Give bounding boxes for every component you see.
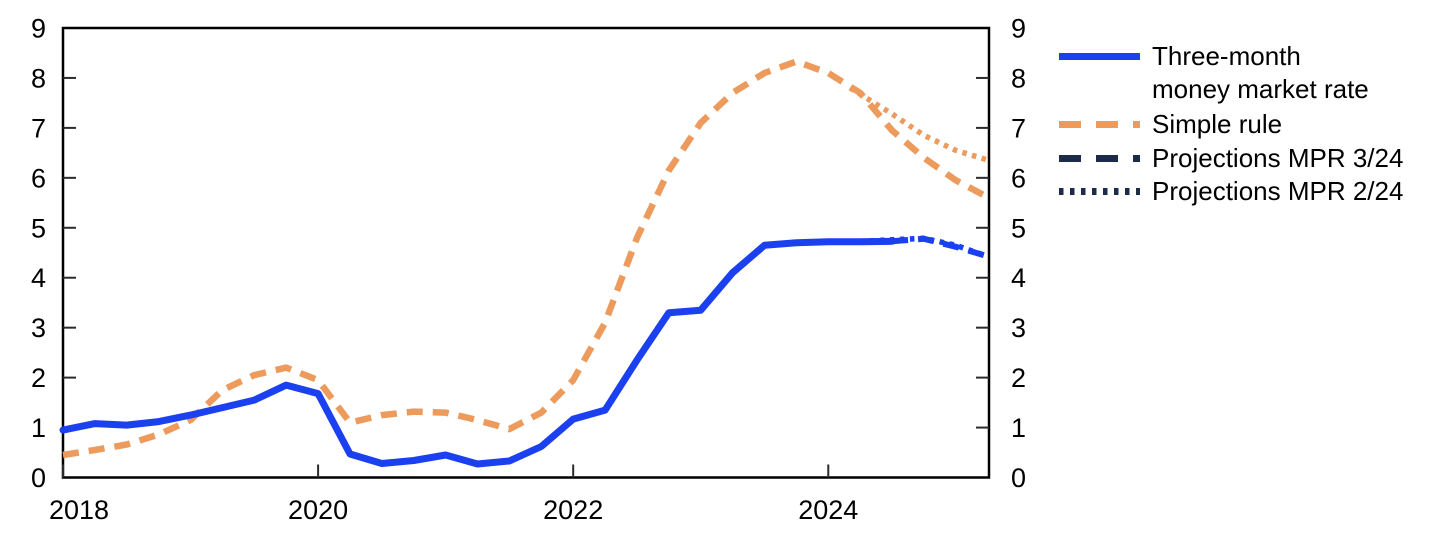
legend-item-money-market-rate: Three-month money market rate bbox=[1056, 40, 1436, 106]
y-axis-tick-label-right: 1 bbox=[1011, 413, 1026, 443]
series-line-dashed-orange bbox=[62, 58, 991, 459]
legend-label-line2: money market rate bbox=[1152, 74, 1369, 104]
legend-line-dashed-navy-icon bbox=[1059, 155, 1140, 162]
y-axis-tick-label-right: 5 bbox=[1011, 213, 1026, 243]
y-axis-tick-label-right: 8 bbox=[1011, 63, 1026, 93]
series-line-dotted-orange bbox=[848, 85, 990, 164]
y-axis-tick-label-left: 3 bbox=[31, 313, 46, 343]
x-axis-tick-label: 2020 bbox=[288, 495, 348, 525]
x-axis-tick-label: 2024 bbox=[798, 495, 858, 525]
y-axis-tick-label-right: 4 bbox=[1011, 263, 1026, 293]
y-axis-tick-label-right: 0 bbox=[1011, 463, 1026, 493]
legend-label: Simple rule bbox=[1152, 108, 1282, 141]
legend-item-projections-mpr-2-24: Projections MPR 2/24 bbox=[1056, 175, 1436, 208]
y-axis-tick-label-left: 4 bbox=[31, 263, 46, 293]
legend-label: Projections MPR 3/24 bbox=[1152, 142, 1403, 175]
y-axis-tick-label-left: 9 bbox=[31, 14, 46, 44]
x-axis-tick-label: 2022 bbox=[543, 495, 603, 525]
y-axis-tick-label-left: 6 bbox=[31, 163, 46, 193]
y-axis-tick-label-right: 6 bbox=[1011, 163, 1026, 193]
legend-item-projections-mpr-3-24: Projections MPR 3/24 bbox=[1056, 142, 1436, 175]
plot-frame bbox=[61, 26, 991, 479]
legend-line-dotted-navy-icon bbox=[1059, 188, 1140, 195]
legend-line-solid-blue-icon bbox=[1059, 53, 1140, 60]
legend-label: Three-month money market rate bbox=[1152, 40, 1369, 106]
y-axis-tick-label-left: 0 bbox=[31, 463, 46, 493]
x-axis-tick-label: 2018 bbox=[49, 495, 109, 525]
y-axis-tick-label-right: 7 bbox=[1011, 113, 1026, 143]
y-axis-tick-label-right: 3 bbox=[1011, 313, 1026, 343]
y-axis-tick-label-left: 5 bbox=[31, 213, 46, 243]
legend-label: Projections MPR 2/24 bbox=[1152, 175, 1403, 208]
legend-label-line1: Projections MPR 2/24 bbox=[1152, 176, 1404, 206]
series-line-solid-blue bbox=[59, 237, 896, 468]
y-axis-tick-label-right: 2 bbox=[1011, 363, 1026, 393]
legend-label-line1: Projections MPR 3/24 bbox=[1152, 143, 1404, 173]
y-axis-tick-label-left: 1 bbox=[31, 413, 46, 443]
y-axis-tick-label-left: 2 bbox=[31, 363, 46, 393]
legend-line-dashed-orange-icon bbox=[1059, 121, 1140, 128]
y-axis-tick-label-left: 7 bbox=[31, 113, 46, 143]
series-line-dashed-blue bbox=[891, 235, 990, 260]
legend-label-line1: Simple rule bbox=[1152, 109, 1283, 139]
y-axis-tick-label-left: 8 bbox=[31, 63, 46, 93]
y-axis-tick-label-right: 9 bbox=[1011, 14, 1026, 44]
legend-label-line1: Three-month bbox=[1152, 41, 1301, 71]
chart-legend: Three-month money market rate Simple rul… bbox=[1056, 40, 1436, 208]
legend-item-simple-rule: Simple rule bbox=[1056, 108, 1436, 141]
